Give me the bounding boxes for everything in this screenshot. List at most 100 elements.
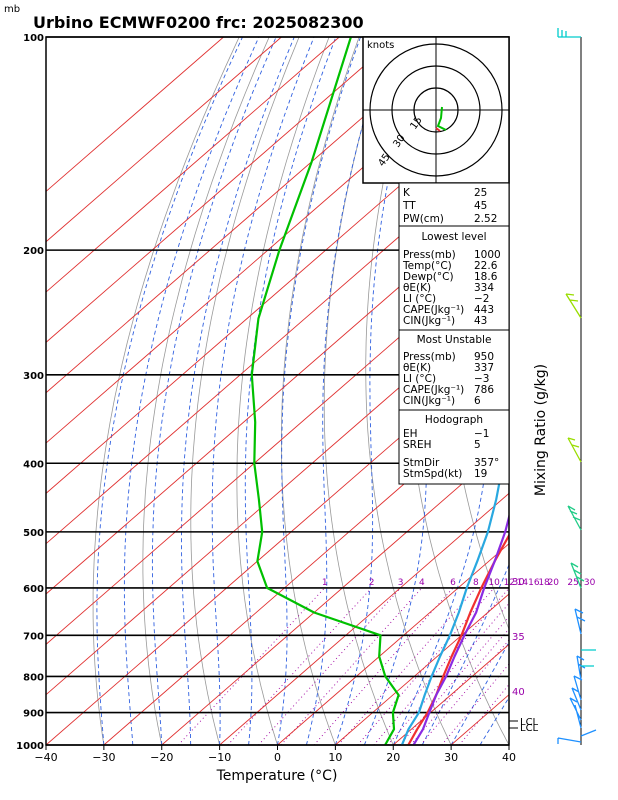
- isotherm: [46, 140, 509, 545]
- mixing-ratio-label: 1: [322, 578, 328, 588]
- x-tick-label: 40: [502, 751, 516, 764]
- svg-text:Dewp(°C): Dewp(°C): [403, 271, 454, 283]
- mixing-ratio-line: [280, 587, 423, 745]
- svg-text:θE(K): θE(K): [403, 282, 431, 294]
- x-tick-label: 10: [328, 751, 342, 764]
- background-lines: [46, 37, 618, 745]
- svg-text:25: 25: [474, 187, 487, 199]
- wind-barb: [565, 293, 582, 319]
- svg-text:Lowest level: Lowest level: [421, 231, 486, 243]
- svg-text:−3: −3: [474, 373, 489, 385]
- mixing-ratio-label: 4: [419, 578, 425, 588]
- moist-adiabat: [305, 37, 390, 745]
- svg-text:TT: TT: [402, 200, 416, 212]
- svg-text:CAPE(Jkg⁻¹): CAPE(Jkg⁻¹): [403, 304, 464, 316]
- mixing-ratio-label: 25: [567, 578, 578, 588]
- svg-text:StmDir: StmDir: [403, 457, 440, 469]
- isotherm: [46, 37, 398, 343]
- svg-text:Most Unstable: Most Unstable: [417, 334, 492, 346]
- mixing-ratio-line: [178, 587, 326, 745]
- svg-text:Press(mb): Press(mb): [403, 249, 456, 261]
- hodograph-trace: [436, 106, 447, 131]
- dry-adiabat: [236, 37, 330, 745]
- dry-adiabat: [555, 37, 618, 745]
- theta-e-labels: 30 35 40: [512, 577, 525, 698]
- svg-text:CAPE(Jkg⁻¹): CAPE(Jkg⁻¹): [403, 384, 464, 396]
- mixing-ratio-label: 14: [517, 578, 529, 588]
- moist-adiabat: [211, 37, 315, 745]
- isotherm: [46, 37, 340, 293]
- svg-text:CIN(Jkg⁻¹): CIN(Jkg⁻¹): [403, 395, 455, 407]
- dry-adiabat: [281, 37, 360, 745]
- x-tick-label: −10: [208, 751, 231, 764]
- svg-text:SREH: SREH: [403, 439, 432, 451]
- x-axis-ticks: −40 −30 −20 −10 0 10 20 30 40: [34, 745, 516, 764]
- moist-adiabat: [277, 37, 361, 745]
- svg-text:Temp(°C): Temp(°C): [402, 260, 452, 272]
- chart-title: Urbino ECMWF0200 frc: 2025082300: [33, 13, 364, 32]
- mixing-ratio-label: 30: [584, 578, 596, 588]
- svg-text:443: 443: [474, 304, 494, 316]
- mixing-ratio-label: 18: [538, 578, 550, 588]
- dry-adiabat: [190, 37, 300, 745]
- mixing-ratio-line: [373, 587, 509, 745]
- x-tick-label: 30: [444, 751, 458, 764]
- svg-text:−2: −2: [474, 293, 489, 305]
- svg-text:18.6: 18.6: [474, 271, 498, 283]
- indices-panel: K 25 TT 45 PW(cm) 2.52: [398, 182, 510, 227]
- svg-text:PW(cm): PW(cm): [403, 213, 444, 225]
- isotherm: [46, 37, 224, 193]
- isotherm: [161, 442, 509, 745]
- mixing-ratio-label: 16: [528, 578, 540, 588]
- wind-barb: [567, 437, 582, 463]
- moist-adiabat: [421, 563, 509, 745]
- pressure-tick-label: 800: [23, 672, 44, 683]
- x-tick-label: 20: [386, 751, 400, 764]
- isotherm: [46, 241, 509, 645]
- mixing-ratio-line: [441, 663, 509, 745]
- pressure-tick-label: 100: [23, 33, 44, 44]
- svg-text:2.52: 2.52: [474, 213, 497, 225]
- moist-adiabat: [450, 641, 509, 745]
- theta-e-label: 30: [512, 577, 525, 588]
- moist-adiabat: [151, 37, 277, 745]
- mixing-ratio-label: 3: [398, 578, 404, 588]
- pressure-tick-label: 600: [23, 584, 44, 595]
- pressure-axis-labels: 1000 900 800 700 600 500 400 300 200 100: [16, 33, 44, 752]
- lcl-label: LCL: [520, 717, 539, 728]
- svg-text:43: 43: [474, 315, 487, 327]
- svg-text:337: 337: [474, 362, 494, 374]
- svg-text:950: 950: [474, 351, 494, 363]
- svg-text:−1: −1: [474, 428, 489, 440]
- pressure-tick-label: 200: [23, 246, 44, 257]
- wind-barb: [567, 505, 582, 531]
- hodograph-stats-panel: Hodograph EH −1 SREH 5 StmDir 357° StmSpd(k…: [398, 409, 510, 485]
- mixing-ratio-line: [313, 587, 454, 745]
- wind-barb: [557, 28, 581, 38]
- isotherm: [46, 37, 456, 394]
- wind-barbs-column: [557, 28, 597, 745]
- svg-text:5: 5: [474, 439, 481, 451]
- x-tick-label: −20: [150, 751, 173, 764]
- mixing-ratio-label: 10: [488, 578, 500, 588]
- wind-barb: [581, 649, 596, 667]
- svg-text:334: 334: [474, 282, 494, 294]
- pressure-tick-label: 500: [23, 528, 44, 539]
- theta-e-label: 40: [512, 687, 525, 698]
- svg-text:6: 6: [474, 395, 481, 407]
- svg-text:Hodograph: Hodograph: [425, 414, 483, 426]
- hodograph: knots 15 30 45: [362, 36, 510, 184]
- isotherm: [335, 593, 509, 745]
- x-tick-label: −30: [92, 751, 115, 764]
- pressure-tick-label: 400: [23, 459, 44, 470]
- pressure-tick-label: 1000: [16, 741, 44, 752]
- profile-line-2: [400, 440, 509, 745]
- profile-lines: [250, 37, 509, 745]
- svg-text:45: 45: [474, 200, 487, 212]
- x-axis-label: Temperature (°C): [216, 768, 338, 784]
- hodograph-units: knots: [367, 40, 394, 51]
- svg-text:22.6: 22.6: [474, 260, 498, 272]
- mixing-ratio-line: [227, 587, 372, 745]
- lfc-label: LCL: [520, 723, 539, 734]
- mixing-ratio-label: 6: [450, 578, 456, 588]
